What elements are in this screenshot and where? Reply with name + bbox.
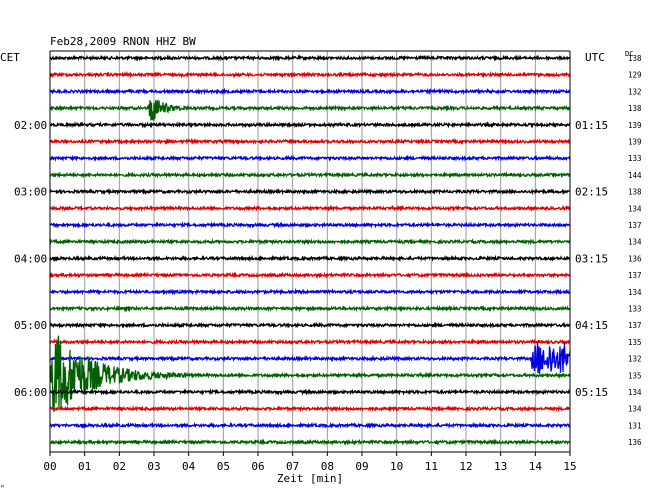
x-tick-label-12: 12: [459, 460, 472, 473]
dc-value-8: 138: [628, 188, 642, 197]
dc-value-16: 137: [628, 321, 642, 330]
left-time-labels: 02:00 03:00 04:00 05:00 06:00: [14, 119, 47, 399]
chart-title: Feb28,2009 RNON HHZ BW: [50, 35, 196, 48]
trace-21: [49, 404, 571, 413]
right-time-labels: 01:15 02:15 03:15 04:15 05:15: [575, 119, 608, 399]
trace-1: [49, 70, 571, 79]
right-time-label-2: 03:15: [575, 252, 608, 265]
trace-23: [49, 438, 571, 446]
dc-value-17: 135: [628, 338, 642, 347]
left-axis-label: CET: [0, 51, 20, 64]
trace-8: [49, 187, 571, 196]
dc-label: DC: [625, 50, 633, 58]
x-tick-label-9: 09: [355, 460, 368, 473]
right-time-label-4: 05:15: [575, 386, 608, 399]
trace-19: [49, 335, 571, 413]
seismic-traces: [49, 54, 571, 446]
right-time-label-3: 04:15: [575, 319, 608, 332]
trace-18: [49, 341, 571, 374]
dc-value-9: 134: [628, 204, 642, 213]
dc-value-11: 134: [628, 238, 642, 247]
left-time-label-0: 02:00: [14, 119, 47, 132]
trace-20: [49, 388, 571, 396]
vertical-gridlines: [49, 51, 571, 452]
dc-value-6: 133: [628, 154, 642, 163]
dc-value-7: 144: [628, 171, 642, 180]
dc-value-10: 137: [628, 221, 642, 230]
trace-11: [49, 237, 571, 246]
x-tick-label-8: 08: [321, 460, 334, 473]
x-axis-label: Zeit [min]: [277, 472, 343, 485]
left-time-label-3: 05:00: [14, 319, 47, 332]
x-tick-label-6: 06: [251, 460, 264, 473]
trace-5: [49, 137, 571, 146]
x-tick-label-1: 01: [78, 460, 91, 473]
x-tick-label-13: 13: [494, 460, 507, 473]
trace-17: [49, 338, 571, 346]
dc-value-12: 136: [628, 254, 642, 263]
dc-value-0: 138: [628, 54, 642, 63]
x-tick-label-11: 11: [425, 460, 438, 473]
trace-15: [49, 304, 571, 313]
right-time-label-1: 02:15: [575, 186, 608, 199]
dc-value-20: 134: [628, 388, 642, 397]
dc-values: 138 129 132 138 139 139 133 144 138 134 137 134 136 1…: [628, 54, 642, 447]
x-tick-label-3: 03: [147, 460, 160, 473]
dc-value-13: 137: [628, 271, 642, 280]
dc-value-18: 132: [628, 355, 642, 364]
right-time-label-0: 01:15: [575, 119, 608, 132]
x-tick-label-5: 05: [217, 460, 230, 473]
dc-value-15: 133: [628, 305, 642, 314]
trace-16: [49, 321, 571, 329]
dc-value-19: 135: [628, 371, 642, 380]
x-tick-label-0: 00: [43, 460, 56, 473]
trace-2: [49, 87, 571, 96]
trace-7: [49, 171, 571, 179]
left-time-label-2: 04:00: [14, 252, 47, 265]
left-time-label-4: 06:00: [14, 386, 47, 399]
trace-13: [49, 271, 571, 279]
dc-value-22: 131: [628, 421, 642, 430]
x-tick-label-10: 10: [390, 460, 403, 473]
left-time-label-1: 03:00: [14, 186, 47, 199]
x-tick-label-15: 15: [563, 460, 576, 473]
dc-value-4: 139: [628, 121, 642, 130]
trace-4: [49, 121, 571, 129]
x-tick-label-4: 04: [182, 460, 196, 473]
dc-value-14: 134: [628, 288, 642, 297]
right-axis-label: UTC: [585, 51, 605, 64]
trace-3: [49, 99, 571, 121]
trace-14: [49, 288, 571, 296]
dc-value-21: 134: [628, 405, 642, 414]
footer-mark: ᴿ: [1, 484, 4, 492]
trace-10: [49, 221, 571, 229]
x-tick-label-2: 02: [113, 460, 126, 473]
dc-value-1: 129: [628, 71, 642, 80]
trace-6: [49, 154, 571, 162]
x-tick-label-14: 14: [529, 460, 543, 473]
dc-value-2: 132: [628, 87, 642, 96]
x-tick-label-7: 07: [286, 460, 299, 473]
trace-12: [49, 254, 571, 263]
trace-22: [49, 421, 571, 430]
dc-value-3: 138: [628, 104, 642, 113]
x-axis-ticks: 00 01 02 03 04 05 06 07 08 09 10 11 12 13 14 15: [43, 452, 577, 473]
dc-value-5: 139: [628, 138, 642, 147]
dc-value-23: 136: [628, 438, 642, 447]
trace-9: [49, 204, 571, 212]
trace-0: [49, 54, 571, 62]
plot-frame: [49, 50, 571, 453]
